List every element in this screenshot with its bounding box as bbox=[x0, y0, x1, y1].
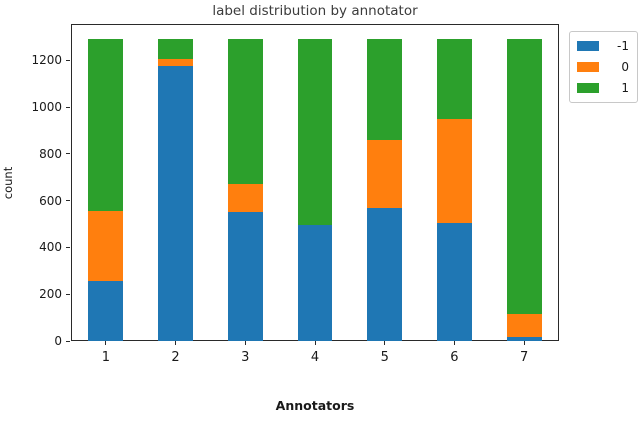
x-tick-mark bbox=[384, 341, 386, 345]
legend-label: 1 bbox=[621, 81, 629, 95]
y-tick-label: 400 bbox=[39, 240, 62, 255]
legend-swatch-icon bbox=[577, 83, 599, 93]
y-tick-label: 1200 bbox=[31, 53, 62, 68]
y-axis-label: count bbox=[1, 166, 15, 200]
x-tick-label: 6 bbox=[450, 350, 459, 365]
bar-segment-annotator7-label1 bbox=[506, 39, 542, 315]
x-tick-mark bbox=[175, 341, 177, 345]
bar-segment-annotator2-label-1 bbox=[158, 66, 193, 341]
bar-segment-annotator4-label1 bbox=[297, 39, 333, 226]
bar-segment-annotator6-label1 bbox=[437, 39, 472, 119]
y-tick-mark bbox=[66, 153, 70, 155]
x-tick-label: 5 bbox=[380, 350, 389, 365]
bar-segment-annotator6-label0 bbox=[437, 118, 472, 223]
legend-swatch-icon bbox=[577, 62, 599, 72]
x-tick-mark bbox=[523, 341, 525, 345]
chart-title: label distribution by annotator bbox=[212, 3, 418, 19]
bar-segment-annotator5-label0 bbox=[367, 139, 403, 208]
y-tick-label: 1000 bbox=[31, 100, 62, 115]
y-tick-label: 200 bbox=[39, 287, 62, 302]
bar-segment-annotator1-label0 bbox=[88, 211, 124, 282]
bar-segment-annotator2-label0 bbox=[158, 59, 193, 67]
bar-segment-annotator7-label0 bbox=[506, 314, 542, 338]
bar-segment-annotator5-label1 bbox=[367, 39, 403, 140]
x-tick-label: 3 bbox=[241, 350, 250, 365]
legend-label: -1 bbox=[617, 39, 629, 53]
y-tick-mark bbox=[66, 200, 70, 202]
y-tick-mark bbox=[66, 293, 70, 295]
bar-segment-annotator7-label-1 bbox=[506, 337, 542, 341]
legend-swatch-icon bbox=[577, 41, 599, 51]
legend-row: -1 bbox=[577, 39, 629, 53]
x-tick-mark bbox=[105, 341, 107, 345]
y-tick-label: 800 bbox=[39, 146, 62, 161]
x-tick-label: 1 bbox=[101, 350, 110, 365]
y-tick-mark bbox=[66, 59, 70, 61]
bar-segment-annotator3-label1 bbox=[227, 39, 263, 185]
legend-label: 0 bbox=[621, 60, 629, 74]
legend-row: 0 bbox=[577, 60, 629, 74]
y-tick-label: 600 bbox=[39, 193, 62, 208]
bar-segment-annotator3-label0 bbox=[227, 184, 263, 213]
bar-segment-annotator6-label-1 bbox=[437, 222, 472, 341]
bar-segment-annotator2-label1 bbox=[158, 39, 193, 60]
x-tick-mark bbox=[314, 341, 316, 345]
x-tick-label: 2 bbox=[171, 350, 180, 365]
y-tick-mark bbox=[66, 246, 70, 248]
x-tick-mark bbox=[244, 341, 246, 345]
y-tick-mark bbox=[66, 106, 70, 108]
legend-row: 1 bbox=[577, 81, 629, 95]
bar-segment-annotator4-label-1 bbox=[297, 225, 333, 341]
bar-segment-annotator1-label1 bbox=[88, 39, 124, 212]
bar-segment-annotator5-label-1 bbox=[367, 207, 403, 341]
x-tick-mark bbox=[453, 341, 455, 345]
x-tick-label: 7 bbox=[520, 350, 529, 365]
bar-segment-annotator1-label-1 bbox=[88, 281, 124, 341]
x-axis-label: Annotators bbox=[275, 398, 355, 413]
bar-segment-annotator3-label-1 bbox=[227, 212, 263, 341]
x-tick-label: 4 bbox=[310, 350, 320, 365]
legend: -1 0 1 bbox=[569, 31, 638, 103]
y-tick-mark bbox=[66, 340, 70, 342]
y-tick-label: 0 bbox=[54, 334, 62, 348]
